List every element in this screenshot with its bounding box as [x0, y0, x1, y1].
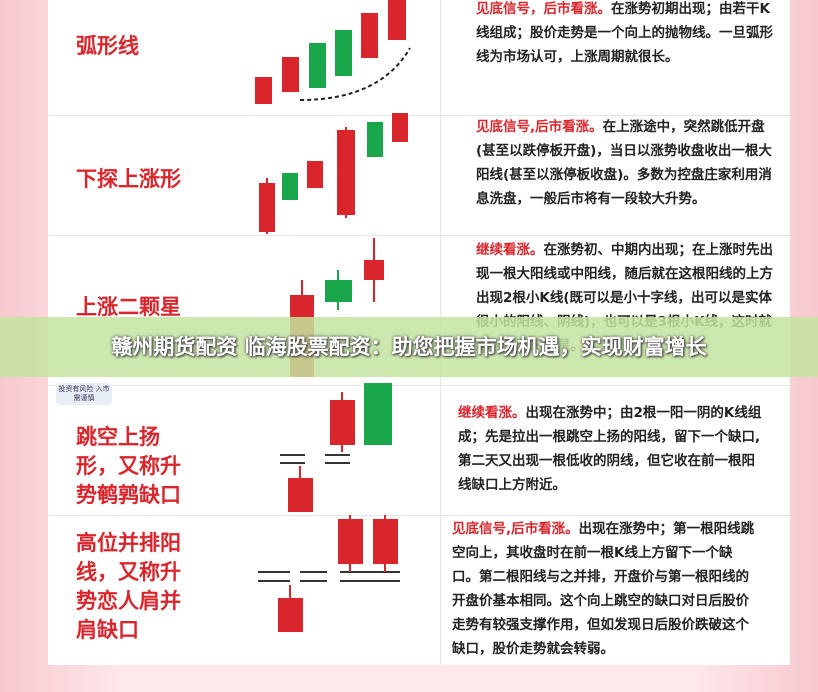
signal: 继续看涨。 — [458, 405, 526, 421]
signal: 见底信号，后市看涨。 — [476, 1, 611, 17]
row: 高位并排阳线，又称升势恋人肩并肩缺口 见底信号,后市看涨。出现在涨势中；第一根阳… — [48, 515, 790, 665]
pattern-name: 跳空上扬形，又称升势鹌鹑缺口 — [76, 425, 181, 507]
text: 出现在涨势中；第一根阳线跳空向上，其收盘时在前一根K线上方留下一个缺口。第二根阳… — [452, 521, 755, 657]
description: 继续看涨。出现在涨势中；由2根一阳一阴的K线组成；先是拉出一根跳空上扬的阳线，留… — [458, 401, 763, 497]
pattern-name: 弧形线 — [76, 34, 139, 58]
row: 下探上涨形 见底信号,后市看涨。在上涨途中，突然跳低开盘(甚至以跌停板开盘)，当… — [48, 115, 790, 236]
text: 出现在涨势中；由2根一阳一阴的K线组成；先是拉出一根跳空上扬的阳线，留下一个缺口… — [458, 405, 762, 493]
risk-badge: 投资有风险 入市需谨慎 — [56, 383, 112, 405]
description: 见底信号，后市看涨。在涨势初期出现；由若干K线组成；股价走势是一个向上的抛物线。… — [476, 0, 781, 69]
description: 见底信号,后市看涨。出现在涨势中；第一根阳线跳空向上，其收盘时在前一根K线上方留… — [452, 517, 757, 661]
description: 见底信号,后市看涨。在上涨途中，突然跳低开盘(甚至以跌停板开盘)，当日以涨势收盘… — [476, 115, 781, 211]
text: 在涨势初期出现；由若干K线组成；股价走势是一个向上的抛物线。一旦弧形线为市场认可… — [476, 1, 773, 65]
pattern-name: 下探上涨形 — [76, 167, 181, 191]
signal: 见底信号,后市看涨。 — [452, 521, 579, 537]
signal: 见底信号,后市看涨。 — [476, 119, 603, 135]
pattern-name: 高位并排阳线，又称升势恋人肩并肩缺口 — [76, 531, 181, 642]
overlay-banner: 赣州期货配资 临海股票配资：助您把握市场机遇，实现财富增长 — [0, 317, 818, 377]
pattern-name: 上涨二颗星 — [76, 295, 181, 319]
row: 跳空上扬形，又称升势鹌鹑缺口 继续看涨。出现在涨势中；由2根一阳一阴的K线组成；… — [48, 385, 790, 516]
text: 在上涨途中，突然跳低开盘(甚至以跌停板开盘)，当日以涨势收盘收出一根大阳线(甚至… — [476, 119, 772, 207]
row: 弧形线 见底信号，后市看涨。在涨势初期出现；由若干K线组成；股价走势是一个向上的… — [48, 0, 790, 116]
signal: 继续看涨。 — [476, 242, 544, 258]
